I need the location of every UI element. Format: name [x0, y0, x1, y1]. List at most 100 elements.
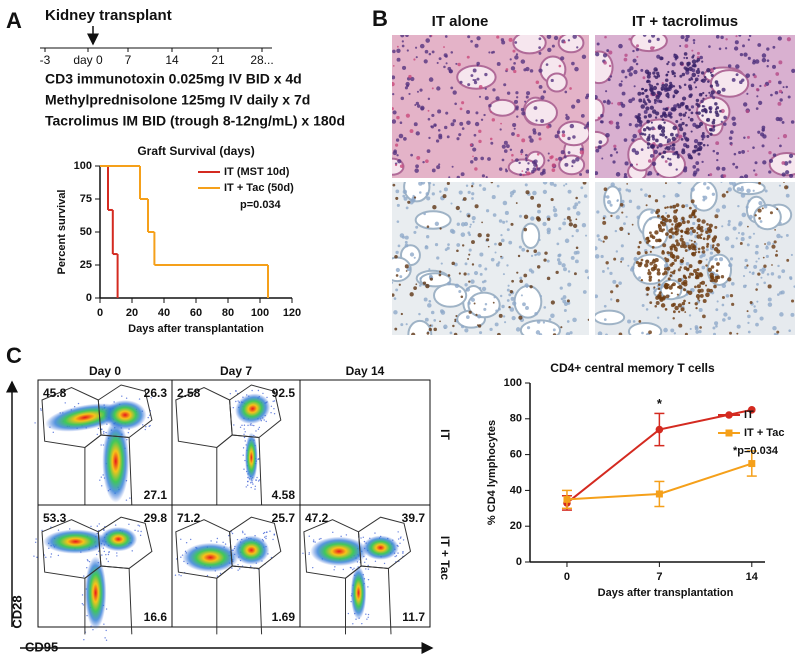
density	[362, 535, 399, 560]
nucleus	[600, 254, 604, 259]
nucleus	[413, 122, 418, 127]
nucleus	[752, 61, 756, 65]
stain	[451, 261, 455, 266]
infiltrate	[681, 216, 685, 221]
infiltrate	[656, 268, 661, 272]
nucleus	[475, 111, 479, 115]
nucleus	[547, 47, 552, 53]
event-dot	[262, 392, 264, 395]
protocol-line: CD3 immunotoxin 0.025mg IV BID x 4d	[45, 71, 302, 87]
nucleus	[515, 158, 519, 162]
infiltrate	[697, 152, 701, 156]
y-tick-label: 40	[510, 484, 522, 496]
x-tick-label: 7	[656, 571, 662, 583]
infiltrate	[713, 278, 718, 283]
event-dot	[148, 425, 150, 428]
event-dot	[116, 552, 118, 554]
nucleus	[789, 277, 793, 281]
stain	[684, 311, 687, 313]
nucleus	[595, 171, 599, 176]
nucleus	[747, 314, 751, 319]
tubule	[403, 182, 431, 203]
stain	[566, 215, 571, 220]
nucleus	[761, 144, 765, 148]
y-tick-label: 60	[510, 449, 522, 461]
stain	[549, 155, 553, 160]
infiltrate	[670, 107, 675, 112]
nucleus	[481, 174, 485, 178]
nucleus	[580, 186, 584, 190]
density	[233, 535, 270, 565]
nucleus	[721, 303, 725, 307]
nucleus	[548, 318, 552, 321]
stain	[608, 50, 613, 55]
infiltrate	[659, 99, 663, 104]
nucleus	[772, 64, 776, 69]
infiltrate	[702, 143, 706, 147]
nucleus	[392, 119, 397, 124]
nucleus	[757, 43, 762, 47]
infiltrate	[671, 261, 675, 266]
nucleus	[758, 201, 763, 206]
nucleus	[569, 123, 575, 129]
nucleus	[554, 134, 559, 139]
event-dot	[273, 408, 275, 410]
annotation: *p=0.034	[733, 445, 779, 457]
stain	[637, 129, 642, 134]
nucleus	[601, 157, 604, 160]
nucleus	[549, 182, 555, 186]
event-dot	[98, 523, 100, 525]
nucleus	[524, 100, 527, 103]
stain	[396, 45, 399, 48]
stain	[550, 197, 554, 202]
x-tick-label: 0	[97, 307, 103, 319]
nucleus	[738, 221, 743, 226]
nucleus	[503, 83, 507, 87]
nucleus	[746, 92, 749, 95]
nucleus	[685, 262, 690, 266]
stain	[602, 240, 605, 243]
nucleus	[559, 286, 563, 290]
event-dot	[345, 534, 348, 536]
nucleus	[393, 297, 397, 300]
nucleus	[576, 99, 581, 104]
nucleus	[515, 327, 521, 332]
nucleus	[789, 173, 794, 178]
nucleus	[700, 134, 705, 138]
nucleus	[520, 150, 524, 154]
event-dot	[125, 397, 128, 399]
nucleus	[444, 35, 448, 38]
stain	[636, 55, 639, 58]
infiltrate	[715, 269, 719, 272]
infiltrate	[684, 111, 687, 114]
stain	[655, 300, 660, 305]
nucleus	[478, 184, 482, 187]
nucleus	[574, 202, 579, 207]
stain	[690, 239, 693, 242]
event-dot	[353, 567, 355, 569]
nucleus	[660, 286, 663, 290]
nucleus	[679, 44, 682, 47]
infiltrate	[650, 266, 656, 272]
infiltrate	[657, 125, 662, 130]
y-tick-label: 100	[504, 377, 522, 389]
stain	[467, 214, 471, 218]
stain	[757, 272, 761, 276]
event-dot	[365, 613, 367, 615]
stain	[777, 101, 782, 106]
gate-frequency: 47.2	[305, 511, 329, 525]
event-dot	[362, 536, 365, 538]
nucleus	[521, 111, 526, 116]
nucleus	[775, 116, 780, 122]
nucleus	[511, 316, 516, 321]
infiltrate	[644, 263, 649, 268]
nucleus	[692, 39, 696, 42]
event-dot	[247, 480, 249, 483]
stain	[428, 327, 432, 332]
infiltrate	[694, 86, 698, 89]
nucleus	[747, 56, 751, 60]
y-tick-label: 25	[80, 259, 92, 271]
stain	[611, 102, 614, 105]
stain	[627, 232, 630, 235]
nucleus	[501, 144, 506, 149]
